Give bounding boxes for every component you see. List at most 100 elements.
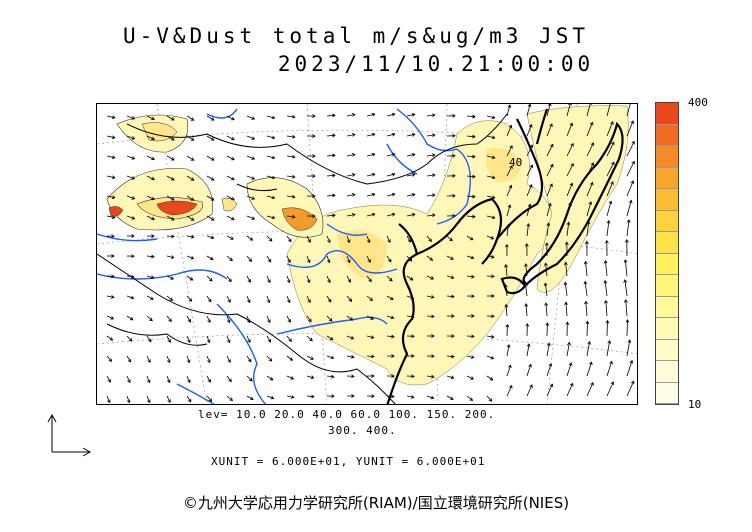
wind-arrow: [326, 275, 331, 283]
wind-arrow: [246, 175, 255, 180]
wind-arrow: [506, 344, 510, 357]
wind-arrowhead: [351, 113, 356, 117]
wind-arrow: [466, 255, 474, 259]
wind-arrowhead: [247, 279, 251, 283]
wind-arrow: [146, 255, 155, 258]
wind-arrow: [386, 395, 395, 397]
legend-swatch: [656, 253, 678, 275]
wind-arrow: [266, 295, 270, 303]
wind-arrowhead: [246, 319, 251, 324]
wind-arrowhead: [231, 176, 235, 181]
wind-arrow: [226, 275, 232, 282]
wind-arrowhead: [451, 314, 455, 318]
wind-arrow: [505, 304, 508, 317]
wind-arrow: [166, 335, 171, 343]
wind-arrowhead: [609, 360, 613, 365]
wind-arrowhead: [251, 156, 256, 160]
wind-arrow: [226, 255, 233, 261]
legend-swatch: [656, 339, 678, 361]
wind-arrow: [346, 315, 353, 321]
wind-arrow: [186, 235, 194, 238]
wind-arrow: [486, 215, 495, 219]
wind-arrow: [206, 355, 211, 363]
wind-arrow: [126, 375, 131, 383]
wind-arrowhead: [287, 259, 291, 263]
wind-arrow: [186, 255, 194, 259]
wind-arrowhead: [528, 123, 533, 128]
wind-arrow: [466, 275, 474, 278]
wind-arrow: [186, 275, 193, 281]
wind-arrow: [326, 315, 333, 322]
wind-arrow: [426, 134, 435, 137]
wind-arrowhead: [308, 318, 312, 323]
wind-arrowhead: [247, 339, 251, 343]
wind-arrow: [226, 235, 234, 240]
wind-arrow: [346, 214, 355, 217]
wind-arrowhead: [111, 115, 116, 120]
wind-arrowhead: [428, 238, 432, 242]
wind-arrow: [286, 295, 291, 303]
wind-arrow: [526, 343, 530, 357]
wind-arrowhead: [347, 259, 351, 264]
wind-arrowhead: [391, 354, 395, 358]
wind-arrow: [166, 375, 170, 383]
wind-arrowhead: [589, 121, 594, 126]
wind-arrow: [386, 213, 395, 217]
wind-arrowhead: [549, 123, 553, 127]
wind-arrowhead: [549, 143, 554, 148]
wind-arrow: [626, 180, 634, 197]
wind-arrowhead: [450, 396, 454, 400]
wind-arrowhead: [166, 379, 171, 384]
wind-arrow: [226, 295, 231, 303]
wind-arrowhead: [171, 137, 175, 141]
wind-arrow: [166, 135, 175, 141]
wind-arrowhead: [349, 317, 354, 321]
wind-arrowhead: [207, 359, 211, 364]
wind-arrow: [346, 174, 355, 177]
wind-arrow: [226, 335, 230, 343]
wind-arrowhead: [548, 362, 553, 367]
wind-arrowhead: [603, 279, 608, 284]
wind-arrowhead: [544, 302, 549, 306]
wind-arrowhead: [489, 377, 494, 381]
wind-arrow: [526, 204, 531, 217]
wind-arrow: [126, 115, 135, 120]
wind-arrowhead: [288, 338, 292, 342]
wind-arrowhead: [626, 219, 631, 223]
wind-arrowhead: [351, 213, 356, 217]
wind-arrow: [446, 355, 455, 358]
wind-arrowhead: [471, 274, 475, 279]
wind-arrowhead: [111, 135, 116, 140]
wind-arrow: [166, 315, 172, 322]
wind-arrowhead: [371, 132, 376, 137]
wind-arrow: [106, 375, 111, 383]
wind-arrowhead: [610, 181, 614, 185]
wind-arrowhead: [148, 338, 152, 343]
wind-arrow: [446, 395, 454, 400]
wind-arrow: [426, 194, 435, 197]
wind-arrow: [246, 355, 252, 363]
wind-arrowhead: [546, 222, 551, 226]
wind-arrow: [566, 163, 574, 177]
wind-arrowhead: [371, 212, 376, 217]
wind-arrow: [586, 201, 592, 217]
wind-arrow: [366, 335, 374, 339]
wind-arrow: [246, 235, 253, 241]
wind-arrow: [346, 275, 351, 283]
wind-arrowhead: [306, 279, 311, 284]
wind-arrow: [226, 355, 231, 363]
wind-arrow: [606, 104, 611, 117]
wind-arrow: [186, 155, 195, 161]
wind-arrow: [106, 115, 115, 119]
wind-arrowhead: [590, 381, 594, 386]
wind-arrow: [166, 235, 175, 237]
wind-arrow: [106, 135, 115, 139]
wind-arrowhead: [584, 300, 588, 305]
wind-arrowhead: [151, 216, 155, 221]
wind-arrowhead: [190, 117, 195, 121]
rivers: [97, 108, 471, 404]
wind-arrowhead: [452, 113, 456, 118]
wind-arrowhead: [610, 120, 614, 125]
wind-arrow: [226, 115, 235, 121]
wind-arrowhead: [587, 340, 591, 345]
